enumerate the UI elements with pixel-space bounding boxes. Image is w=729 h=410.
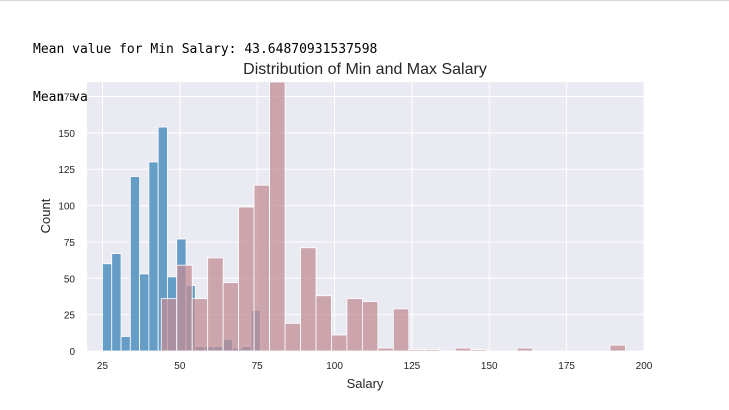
max-salary-bar (207, 257, 224, 352)
max-salary-bar (377, 347, 394, 352)
max-salary-bar (454, 347, 472, 352)
y-tick-label: 175 (58, 93, 75, 104)
max-salary-bar (191, 298, 209, 352)
x-tick-label: 125 (404, 361, 421, 372)
max-salary-bar (346, 298, 363, 352)
top-divider (0, 0, 729, 1)
y-tick-label: 25 (64, 311, 76, 322)
max-salary-bar (160, 298, 178, 352)
min-salary-bar (120, 336, 131, 352)
y-tick-label: 150 (58, 129, 75, 140)
max-salary-bar (176, 264, 193, 352)
max-salary-bar (300, 247, 317, 352)
min-salary-bar (102, 263, 113, 352)
x-tick-label: 200 (636, 361, 653, 372)
min-salary-bar (129, 176, 141, 352)
max-salary-bar (362, 301, 379, 352)
chart-title: Distribution of Min and Max Salary (243, 61, 487, 78)
plot-area: 25 50 75 100 125 150 175 200 0 25 50 75 100 125 150 175 (58, 81, 653, 372)
y-tick-label: 50 (64, 274, 76, 285)
x-tick-label: 100 (326, 361, 343, 372)
x-tick-label: 150 (481, 361, 498, 372)
y-tick-label: 75 (64, 238, 76, 249)
max-salary-bar (609, 344, 626, 352)
max-salary-bar (516, 347, 534, 352)
console-line-min-mean: Mean value for Min Salary: 43.6487093153… (33, 42, 378, 57)
y-tick-label: 100 (58, 202, 75, 213)
max-salary-bar (315, 295, 332, 352)
max-salary-bar (222, 282, 240, 352)
x-tick-label: 50 (174, 361, 186, 372)
y-tick-label: 0 (69, 347, 75, 358)
max-salary-bar (331, 334, 348, 352)
x-axis-label: Salary (347, 376, 384, 391)
max-salary-bar (269, 81, 286, 352)
max-salary-bar (470, 349, 487, 352)
max-salary-bar (284, 322, 301, 352)
max-salary-bar (253, 184, 270, 352)
x-tick-label: 25 (97, 361, 109, 372)
max-salary-bar (423, 349, 441, 352)
x-tick-label: 75 (252, 361, 264, 372)
min-salary-bar (139, 273, 150, 352)
max-salary-bar (238, 206, 255, 352)
x-tick-label: 175 (558, 361, 575, 372)
y-axis-label: Count (38, 198, 53, 233)
min-salary-bar (148, 161, 159, 352)
min-salary-bar (111, 253, 122, 352)
max-salary-bar (408, 349, 425, 352)
max-salary-bar (392, 308, 410, 352)
y-tick-label: 125 (58, 165, 75, 176)
